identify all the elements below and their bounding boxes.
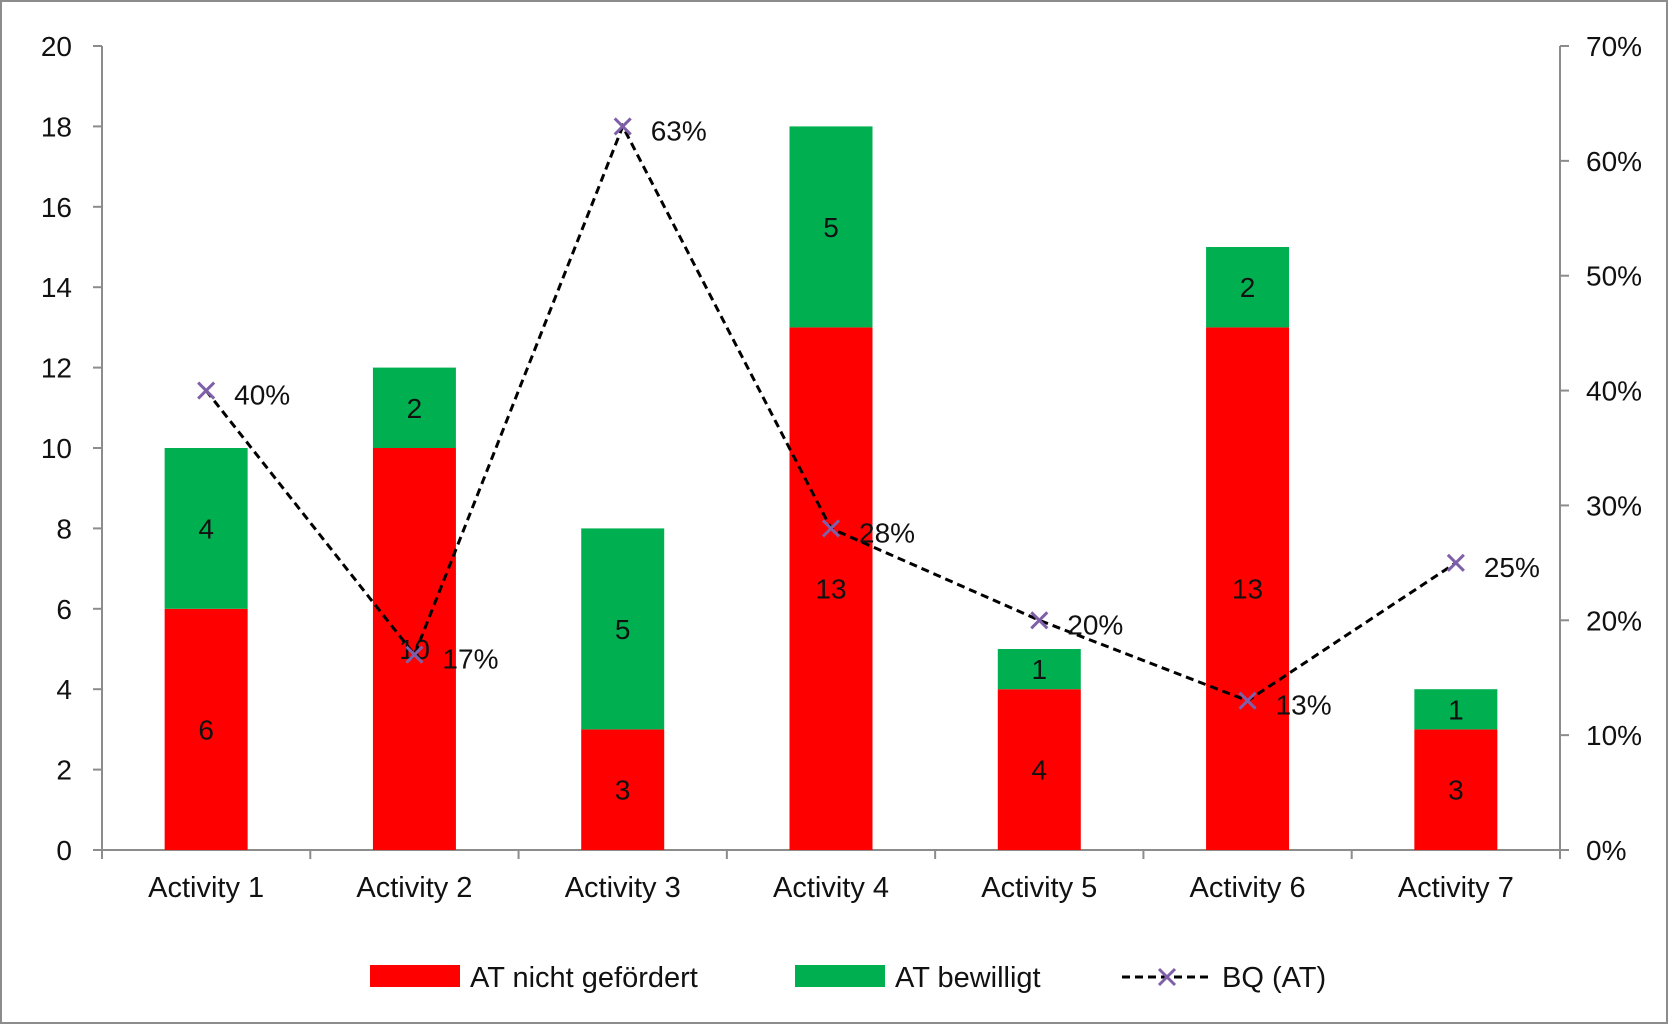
y2-tick-label: 10% (1586, 720, 1642, 751)
bar-data-label: 13 (1232, 574, 1263, 605)
bar-data-label: 2 (407, 393, 423, 424)
legend-label: BQ (AT) (1222, 962, 1326, 994)
y-tick-label: 18 (41, 111, 72, 142)
y2-tick-label: 70% (1586, 31, 1642, 62)
x-tick-label: Activity 1 (148, 872, 264, 904)
line-data-label: 17% (442, 644, 498, 675)
line-marker (821, 519, 841, 538)
x-tick-label: Activity 4 (773, 872, 889, 904)
line-data-label: 40% (234, 380, 290, 411)
bar-segment (1414, 729, 1498, 850)
bar-segment (997, 649, 1081, 690)
line-data-label: 28% (859, 517, 915, 548)
bar-data-label: 4 (1031, 755, 1047, 786)
legend-label: AT bewilligt (895, 962, 1041, 994)
y-tick-label: 8 (56, 513, 72, 544)
bar-segment (581, 729, 665, 850)
line-data-label: 20% (1067, 609, 1123, 640)
bar-data-label: 13 (815, 574, 846, 605)
y-tick-label: 4 (56, 674, 72, 705)
line-data-label: 25% (1484, 552, 1540, 583)
legend-marker (1157, 967, 1177, 987)
legend-swatch (795, 965, 885, 987)
y-tick-label: 2 (56, 755, 72, 786)
x-tick-label: Activity 5 (981, 872, 1097, 904)
y-tick-label: 14 (41, 272, 72, 303)
bar-data-label: 3 (615, 775, 631, 806)
x-tick-label: Activity 3 (565, 872, 681, 904)
bar-data-label: 3 (1448, 775, 1464, 806)
line-marker (197, 381, 216, 400)
bar-segment (1206, 327, 1290, 850)
line-marker (1446, 553, 1465, 572)
legend-label: AT nicht gefördert (470, 962, 698, 994)
bar-data-label: 1 (1031, 654, 1047, 685)
line-marker (613, 117, 632, 136)
x-tick-label: Activity 7 (1398, 872, 1514, 904)
bar-segment (789, 327, 873, 850)
bar-data-label: 4 (198, 513, 214, 544)
y-tick-label: 20 (41, 31, 72, 62)
x-tick-label: Activity 2 (356, 872, 472, 904)
y-tick-label: 6 (56, 594, 72, 625)
line-marker (1030, 611, 1049, 630)
bar-data-label: 5 (823, 212, 839, 243)
bar-segment (164, 448, 248, 609)
bar-data-label: 5 (615, 614, 631, 645)
y-tick-label: 16 (41, 192, 72, 223)
bar-segment (789, 126, 873, 328)
bar-segment (372, 367, 456, 448)
line-data-label: 13% (1276, 690, 1332, 721)
bar-segment (1414, 689, 1498, 730)
bar-segment (1206, 247, 1290, 328)
line-marker (1238, 691, 1257, 710)
line-marker (405, 645, 424, 664)
bar-data-label: 2 (1240, 272, 1256, 303)
bar-data-label: 6 (198, 714, 214, 745)
bar-segment (164, 608, 248, 850)
y2-tick-label: 60% (1586, 146, 1642, 177)
y2-tick-label: 30% (1586, 490, 1642, 521)
legend-swatch (370, 965, 460, 987)
y2-tick-label: 40% (1586, 376, 1642, 407)
bar-data-label: 1 (1448, 694, 1464, 725)
y-tick-label: 12 (41, 353, 72, 384)
y2-tick-label: 0% (1586, 835, 1626, 866)
y2-tick-label: 50% (1586, 261, 1642, 292)
y-tick-label: 0 (56, 835, 72, 866)
line-data-label: 63% (651, 115, 707, 146)
x-tick-label: Activity 6 (1190, 872, 1306, 904)
bar-segment (581, 528, 665, 730)
y-tick-label: 10 (41, 433, 72, 464)
y2-tick-label: 20% (1586, 605, 1642, 636)
bar-segment (372, 448, 456, 850)
bar-segment (997, 689, 1081, 850)
